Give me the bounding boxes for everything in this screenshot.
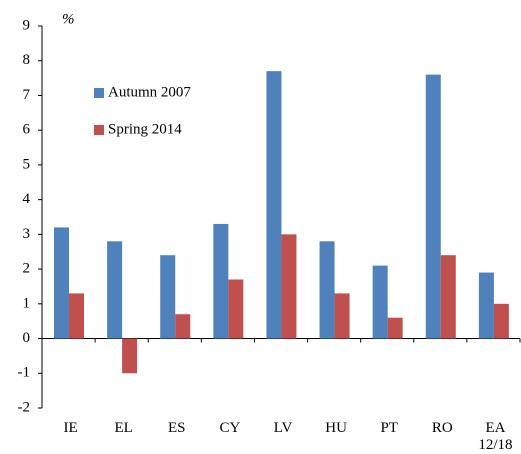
bar [175, 314, 191, 339]
legend-label: Spring 2014 [108, 121, 182, 137]
y-tick-label: 5 [23, 156, 31, 172]
x-tick-label: HU [325, 420, 347, 436]
bar [334, 293, 350, 339]
bar [228, 279, 244, 339]
y-tick-label: 2 [23, 261, 31, 277]
bar [281, 234, 297, 339]
y-tick-label: 7 [23, 87, 31, 103]
x-tick-label: LV [273, 420, 293, 436]
bar [122, 338, 138, 374]
bar [319, 241, 335, 339]
legend-swatch [94, 88, 104, 98]
bar [69, 293, 84, 339]
bar [160, 255, 176, 339]
x-tick-label: CY [219, 420, 241, 436]
bar [387, 317, 403, 339]
bar [493, 303, 509, 339]
bar [213, 223, 229, 339]
x-tick-label: ES [168, 420, 186, 436]
x-tick-label: EL [114, 420, 133, 436]
x-tick-label: RO [431, 420, 453, 436]
bar [440, 255, 456, 339]
x-tick-label: PT [380, 420, 398, 436]
y-tick-label: 8 [23, 52, 31, 68]
x-tick-label: IE [63, 420, 78, 436]
x-tick-label: EA 12/18 [478, 420, 513, 453]
y-tick-label: 9 [23, 17, 31, 33]
y-tick-label: -2 [18, 399, 31, 415]
bar [107, 241, 123, 339]
legend-swatch [94, 125, 104, 135]
bar [372, 265, 388, 339]
y-tick-label: 1 [23, 295, 31, 311]
y-tick-label: 3 [23, 226, 31, 242]
y-tick-label: 0 [23, 330, 31, 346]
legend-label: Autumn 2007 [108, 84, 191, 100]
bar [266, 71, 282, 339]
bar [478, 272, 494, 339]
y-tick-label: 6 [23, 122, 31, 138]
y-tick-label: 4 [23, 191, 31, 207]
bar [54, 227, 69, 339]
bar [425, 74, 441, 339]
y-tick-label: -1 [18, 365, 31, 381]
unit-label: % [62, 11, 75, 27]
